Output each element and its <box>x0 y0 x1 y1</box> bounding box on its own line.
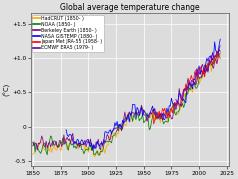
Title: Global average temperature change: Global average temperature change <box>60 3 200 13</box>
Y-axis label: (°C): (°C) <box>4 83 11 96</box>
Legend: HadCRUT (1850- ), NOAA (1850- ), Berkeley Earth (1850- ), NASA GISTEMP (1880- ),: HadCRUT (1850- ), NOAA (1850- ), Berkele… <box>32 15 104 52</box>
